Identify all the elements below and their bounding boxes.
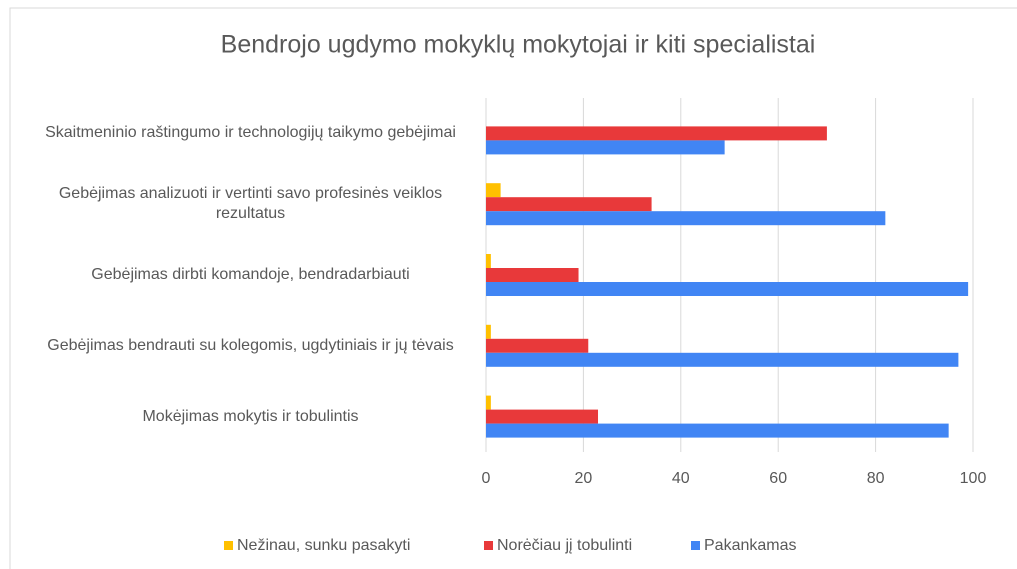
bar <box>486 126 827 141</box>
x-tick-label: 20 <box>575 470 593 487</box>
bar <box>486 324 491 339</box>
bar <box>486 423 949 438</box>
y-tick-label: Mokėjimas mokytis ir tobulintis <box>142 407 359 425</box>
bar <box>486 140 725 155</box>
chart-title: Bendrojo ugdymo mokyklų mokytojai ir kit… <box>221 31 816 59</box>
bar <box>486 183 501 198</box>
bar <box>486 409 599 424</box>
bar <box>486 338 589 353</box>
y-tick-label: Gebėjimas dirbti komandoje, bendradarbia… <box>91 266 410 283</box>
bar <box>486 197 652 212</box>
x-tick-label: 40 <box>672 470 690 487</box>
bar <box>486 268 579 282</box>
x-tick-label: 0 <box>482 470 491 487</box>
y-tick-label: Skaitmeninio raštingumo ir technologijų … <box>45 124 456 142</box>
legend-label: Pakankamas <box>704 537 797 554</box>
y-tick-label: Gebėjimas analizuoti ir vertinti savo pr… <box>58 185 443 223</box>
bar <box>486 395 491 410</box>
legend-swatch <box>484 541 493 550</box>
x-tick-label: 60 <box>769 470 787 487</box>
legend-swatch <box>224 541 233 550</box>
bar <box>486 254 491 268</box>
bar <box>486 352 959 367</box>
legend-label: Norėčiau jį tobulinti <box>497 537 632 554</box>
x-tick-label: 100 <box>960 470 987 487</box>
bar <box>486 211 886 226</box>
bar <box>486 282 969 296</box>
legend-label: Nežinau, sunku pasakyti <box>237 537 410 554</box>
x-tick-label: 80 <box>867 470 885 487</box>
legend-swatch <box>691 541 700 550</box>
y-tick-label: Gebėjimas bendrauti su kolegomis, ugdyti… <box>47 336 454 354</box>
